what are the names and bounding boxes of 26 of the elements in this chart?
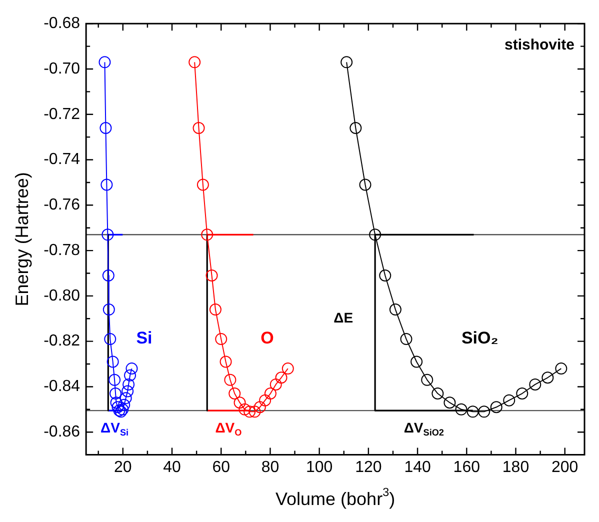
series-label: O — [260, 328, 274, 348]
x-tick-label: 80 — [261, 458, 280, 476]
x-tick-label: 200 — [552, 458, 578, 476]
series-label: Si — [136, 328, 152, 348]
annotation: ΔE — [334, 309, 354, 326]
y-tick-label: -0.68 — [44, 15, 80, 32]
y-tick-label: -0.72 — [44, 106, 80, 123]
y-tick-label: -0.80 — [44, 287, 80, 304]
annotation: stishovite — [504, 36, 575, 54]
y-tick-label: -0.70 — [44, 60, 80, 78]
x-tick-label: 120 — [355, 458, 382, 476]
x-tick-label: 140 — [404, 458, 431, 476]
x-tick-label: 180 — [502, 458, 530, 476]
x-tick-label: 160 — [453, 458, 480, 476]
y-tick-label: -0.86 — [44, 424, 80, 441]
x-tick-label: 40 — [163, 458, 182, 476]
y-tick-label: -0.78 — [44, 242, 80, 259]
text: SiO₂ — [461, 328, 498, 348]
y-axis-title: Energy (Hartree) — [12, 172, 32, 306]
x-tick-label: 20 — [114, 458, 132, 476]
x-tick-label: 100 — [306, 458, 333, 476]
x-tick-label: 60 — [212, 458, 230, 476]
y-tick-label: -0.82 — [44, 332, 80, 350]
y-tick-label: -0.74 — [44, 151, 80, 168]
y-tick-label: -0.84 — [44, 378, 80, 396]
y-tick-label: -0.76 — [44, 196, 80, 214]
